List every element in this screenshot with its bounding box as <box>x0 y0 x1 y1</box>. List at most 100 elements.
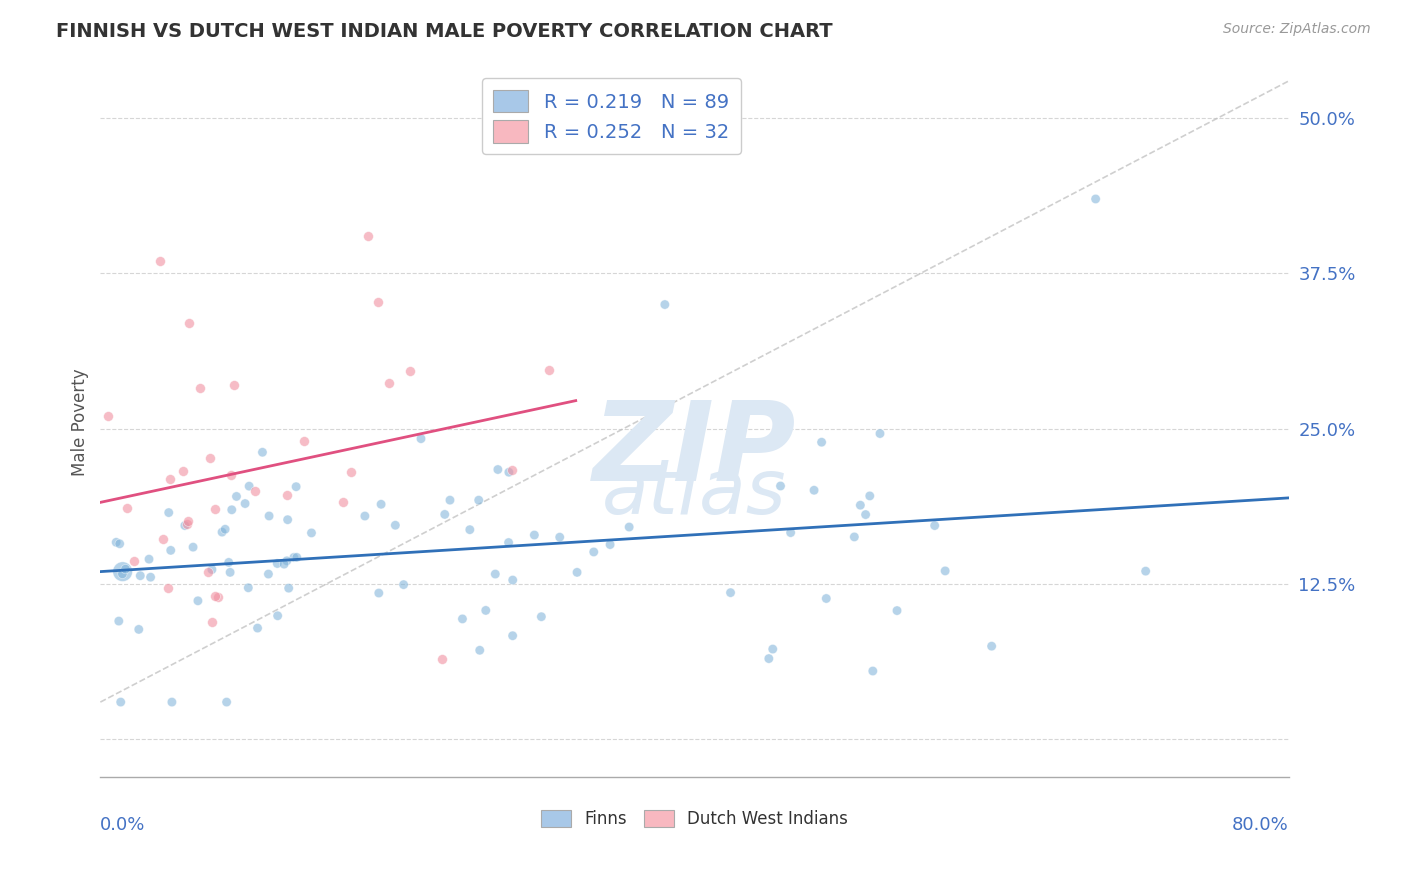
Point <box>934 564 956 578</box>
Point <box>273 557 295 571</box>
Point <box>502 573 524 587</box>
Point <box>1084 192 1107 206</box>
Point <box>128 623 150 637</box>
Point <box>498 535 520 549</box>
Point <box>862 664 884 678</box>
Point <box>245 484 267 499</box>
Point <box>332 495 354 509</box>
Point <box>238 479 260 493</box>
Point <box>468 643 491 657</box>
Point <box>157 506 180 520</box>
Point <box>467 493 489 508</box>
Point <box>172 464 194 478</box>
Point <box>367 295 389 310</box>
Point <box>173 518 195 533</box>
Point <box>159 543 181 558</box>
Point <box>149 254 172 268</box>
Point <box>501 463 523 477</box>
Point <box>139 570 162 584</box>
Point <box>1135 564 1157 578</box>
Point <box>378 376 401 390</box>
Legend: Finns, Dutch West Indians: Finns, Dutch West Indians <box>541 810 848 829</box>
Point <box>548 530 571 544</box>
Point <box>354 509 377 524</box>
Point <box>844 530 866 544</box>
Point <box>502 629 524 643</box>
Point <box>285 550 308 565</box>
Point <box>246 621 269 635</box>
Point <box>530 609 553 624</box>
Text: 0.0%: 0.0% <box>100 815 146 833</box>
Point <box>283 550 305 565</box>
Point <box>266 557 288 571</box>
Point <box>115 500 138 515</box>
Point <box>486 462 509 476</box>
Point <box>111 565 134 579</box>
Point <box>129 568 152 582</box>
Point <box>357 229 380 244</box>
Point <box>886 604 908 618</box>
Text: 80.0%: 80.0% <box>1232 815 1289 833</box>
Point <box>523 528 546 542</box>
Point <box>211 525 233 540</box>
Point <box>110 695 132 709</box>
Point <box>779 525 801 540</box>
Point <box>720 585 742 599</box>
Point <box>114 562 136 576</box>
Point <box>108 537 131 551</box>
Point <box>201 563 224 577</box>
Point <box>215 695 238 709</box>
Point <box>124 554 146 568</box>
Point <box>617 520 640 534</box>
Point <box>160 695 183 709</box>
Point <box>204 502 226 516</box>
Point <box>219 468 242 483</box>
Text: Source: ZipAtlas.com: Source: ZipAtlas.com <box>1223 22 1371 37</box>
Point <box>181 540 204 554</box>
Point <box>340 465 363 479</box>
Point <box>565 566 588 580</box>
Point <box>451 612 474 626</box>
Text: ZIP: ZIP <box>593 398 796 504</box>
Point <box>924 518 946 533</box>
Point <box>433 508 456 522</box>
Point <box>384 518 406 533</box>
Point <box>285 480 308 494</box>
Y-axis label: Male Poverty: Male Poverty <box>72 368 89 476</box>
Point <box>176 516 198 531</box>
Point <box>225 490 247 504</box>
Point <box>233 497 256 511</box>
Point <box>266 608 288 623</box>
Point <box>599 538 621 552</box>
Point <box>190 381 212 395</box>
Point <box>399 364 422 378</box>
Point <box>980 639 1002 653</box>
Point <box>439 493 461 508</box>
Point <box>409 432 432 446</box>
Point <box>458 523 481 537</box>
Point <box>257 567 280 582</box>
Point <box>301 525 323 540</box>
Point <box>218 555 240 569</box>
Point <box>758 651 780 665</box>
Point <box>111 566 134 581</box>
Point <box>201 615 224 629</box>
Point <box>859 489 882 503</box>
Point <box>855 508 877 522</box>
Point <box>221 503 243 517</box>
Point <box>179 316 201 330</box>
Point <box>238 581 260 595</box>
Point <box>803 483 825 498</box>
Point <box>498 465 520 479</box>
Point <box>869 426 891 441</box>
Point <box>370 497 392 511</box>
Point <box>474 603 496 617</box>
Point <box>367 586 389 600</box>
Point <box>97 409 120 423</box>
Point <box>107 614 129 628</box>
Point <box>222 378 245 392</box>
Point <box>277 513 299 527</box>
Point <box>156 581 179 595</box>
Point <box>187 594 209 608</box>
Point <box>276 554 298 568</box>
